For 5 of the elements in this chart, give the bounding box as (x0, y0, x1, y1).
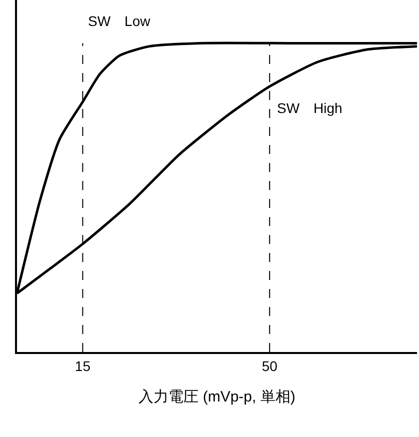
series-label: SW High (277, 100, 342, 116)
series-label: SW Low (88, 13, 152, 29)
x-tick-label: 50 (262, 358, 278, 374)
x-tick-label: 15 (74, 358, 91, 374)
x-axis-title: 入力電圧 (mVp-p, 単相) (138, 388, 296, 406)
